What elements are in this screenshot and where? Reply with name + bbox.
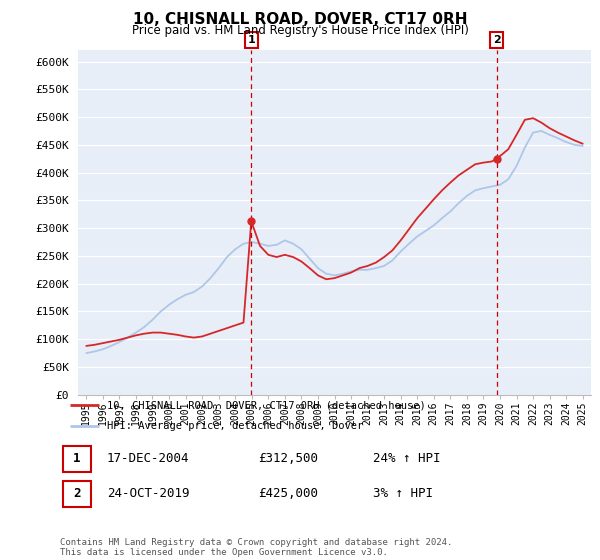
Text: £425,000: £425,000 xyxy=(259,487,319,501)
Text: HPI: Average price, detached house, Dover: HPI: Average price, detached house, Dove… xyxy=(107,421,363,431)
Bar xyxy=(62,446,91,472)
Text: 3% ↑ HPI: 3% ↑ HPI xyxy=(373,487,433,501)
Text: 17-DEC-2004: 17-DEC-2004 xyxy=(107,452,190,465)
Text: 10, CHISNALL ROAD, DOVER, CT17 0RH: 10, CHISNALL ROAD, DOVER, CT17 0RH xyxy=(133,12,467,27)
Text: 1: 1 xyxy=(247,35,255,45)
Text: Contains HM Land Registry data © Crown copyright and database right 2024.
This d: Contains HM Land Registry data © Crown c… xyxy=(60,538,452,557)
Text: Price paid vs. HM Land Registry's House Price Index (HPI): Price paid vs. HM Land Registry's House … xyxy=(131,24,469,37)
Bar xyxy=(62,481,91,507)
Text: 2: 2 xyxy=(493,35,501,45)
Text: 1: 1 xyxy=(73,452,81,465)
Text: 24% ↑ HPI: 24% ↑ HPI xyxy=(373,452,440,465)
Text: £312,500: £312,500 xyxy=(259,452,319,465)
Text: 10, CHISNALL ROAD, DOVER, CT17 0RH (detached house): 10, CHISNALL ROAD, DOVER, CT17 0RH (deta… xyxy=(107,400,426,410)
Text: 24-OCT-2019: 24-OCT-2019 xyxy=(107,487,190,501)
Text: 2: 2 xyxy=(73,487,81,501)
